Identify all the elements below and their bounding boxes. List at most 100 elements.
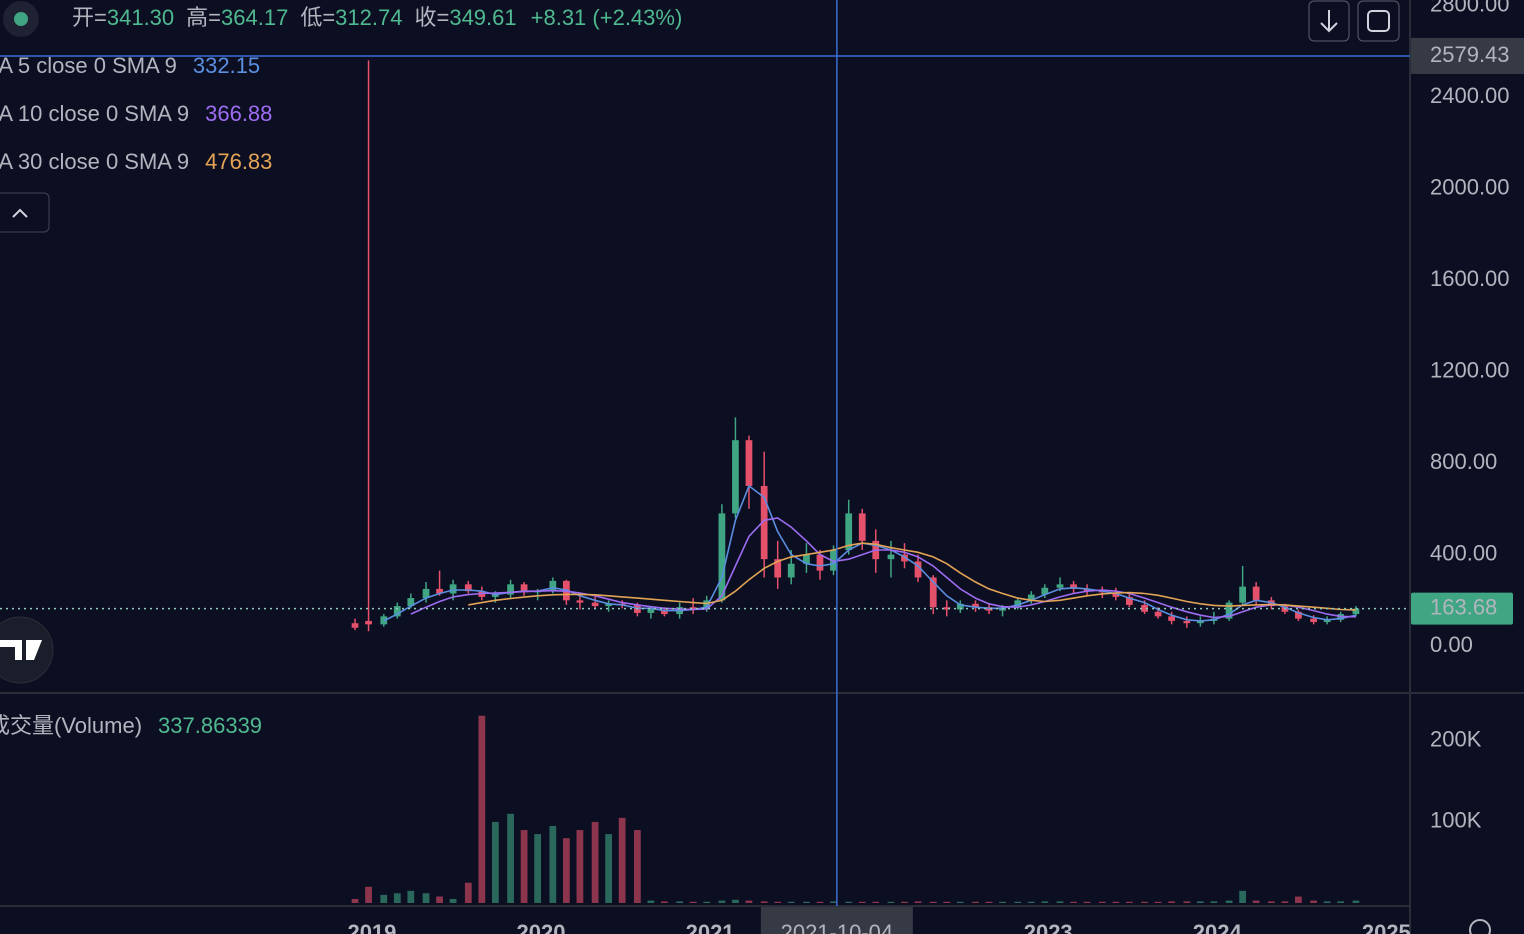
volume-bar bbox=[887, 901, 895, 903]
collapse-icon bbox=[12, 208, 28, 218]
candle-body bbox=[591, 602, 599, 607]
candle-body bbox=[943, 607, 951, 610]
candle-body bbox=[1183, 620, 1191, 624]
candle-body bbox=[1196, 620, 1204, 624]
volume-legend-value: 337.86339 bbox=[158, 713, 262, 738]
volume-bar bbox=[618, 817, 626, 903]
ma-legend-value: 366.88 bbox=[205, 101, 272, 126]
candle-body bbox=[972, 603, 979, 608]
y-tick-label: 2000.00 bbox=[1430, 174, 1510, 199]
volume-bar bbox=[534, 834, 542, 903]
volume-bar bbox=[943, 901, 951, 903]
ma-legend: MA 30 close 0 SMA 9 476.83 bbox=[0, 149, 272, 174]
candle-body bbox=[732, 440, 739, 514]
candle-body bbox=[1310, 618, 1318, 623]
ohlc-value: 364.17 bbox=[221, 5, 288, 30]
volume-bar bbox=[1196, 901, 1204, 903]
volume-bar bbox=[1225, 900, 1233, 903]
y-tick-label: 2800.00 bbox=[1430, 0, 1510, 16]
candle-body bbox=[1041, 587, 1049, 595]
ohlc-value: 341.30 bbox=[107, 5, 174, 30]
volume-bar bbox=[1154, 901, 1162, 903]
volume-bar bbox=[1210, 901, 1218, 903]
volume-bar bbox=[689, 901, 697, 903]
candle-body bbox=[549, 580, 557, 592]
candle-body bbox=[1027, 594, 1035, 601]
volume-bar bbox=[901, 901, 908, 903]
candle-body bbox=[858, 513, 866, 541]
candle-body bbox=[914, 561, 922, 578]
y-tick-label: 1200.00 bbox=[1430, 357, 1510, 382]
candle-body bbox=[1125, 596, 1133, 605]
volume-bar bbox=[872, 901, 880, 903]
volume-bar bbox=[407, 890, 415, 903]
candle-body bbox=[393, 606, 401, 617]
collapse-button[interactable] bbox=[0, 192, 50, 233]
volume-bar bbox=[1239, 890, 1247, 903]
volume-bar bbox=[380, 894, 388, 903]
volume-bar bbox=[816, 901, 824, 903]
volume-bar bbox=[1168, 901, 1175, 903]
candle-body bbox=[605, 603, 613, 607]
y-tick-label: 1600.00 bbox=[1430, 266, 1510, 291]
volume-bar bbox=[914, 901, 922, 903]
x-tick-label: 2021 bbox=[686, 920, 735, 934]
volume-tick-label: 200K bbox=[1430, 727, 1482, 752]
volume-bar bbox=[661, 901, 668, 903]
candle-body bbox=[830, 550, 837, 571]
crosshair-y-label: 2579.43 bbox=[1430, 42, 1510, 67]
candle-body bbox=[1014, 600, 1022, 608]
volume-bar bbox=[745, 900, 753, 903]
x-tick-label: 2020 bbox=[517, 920, 566, 934]
volume-bar bbox=[549, 825, 557, 903]
volume-bar bbox=[633, 830, 641, 903]
volume-bar bbox=[464, 882, 472, 903]
candle-body bbox=[901, 554, 908, 562]
volume-tick-label: 100K bbox=[1430, 808, 1482, 833]
volume-bar bbox=[1083, 901, 1091, 903]
download-icon bbox=[1320, 10, 1338, 33]
candle-body bbox=[365, 620, 372, 625]
candle-body bbox=[1239, 586, 1247, 603]
ma-legend-value: 476.83 bbox=[205, 149, 272, 174]
candle-body bbox=[1323, 619, 1331, 623]
volume-bar bbox=[718, 900, 726, 903]
ma-legend: MA 10 close 0 SMA 9 366.88 bbox=[0, 101, 272, 126]
candle-body bbox=[1141, 604, 1148, 612]
candle-body bbox=[718, 513, 726, 601]
volume-bar bbox=[803, 901, 810, 903]
ohlc-value: 312.74 bbox=[335, 5, 402, 30]
volume-bar bbox=[1310, 900, 1318, 903]
candle-body bbox=[491, 594, 499, 597]
ma-legend-name: MA 10 close 0 SMA 9 bbox=[0, 101, 189, 126]
candle-body bbox=[745, 440, 753, 486]
volume-bar bbox=[858, 901, 866, 903]
volume-bar bbox=[956, 901, 964, 903]
candle-body bbox=[1352, 608, 1360, 615]
volume-bar bbox=[1141, 901, 1148, 903]
candle-body bbox=[576, 600, 584, 603]
volume-bar bbox=[1014, 901, 1022, 903]
fullscreen-button[interactable] bbox=[1357, 0, 1400, 42]
candle-body bbox=[647, 609, 655, 613]
download-button[interactable] bbox=[1308, 0, 1350, 42]
volume-bar bbox=[605, 834, 613, 903]
volume-bar bbox=[999, 901, 1006, 903]
fullscreen-icon bbox=[1367, 10, 1390, 32]
crosshair-y-label-box bbox=[1411, 37, 1524, 74]
volume-bar bbox=[1027, 901, 1035, 903]
settings-icon[interactable] bbox=[1469, 919, 1491, 934]
volume-bar bbox=[351, 898, 359, 903]
volume-bar bbox=[562, 838, 570, 903]
volume-bar bbox=[520, 830, 528, 903]
volume-bar bbox=[1323, 901, 1331, 903]
candle-body bbox=[520, 584, 528, 593]
volume-bar bbox=[985, 901, 993, 903]
volume-bar bbox=[1281, 901, 1289, 903]
ohlc-value: 349.61 bbox=[449, 5, 516, 30]
ma-legend-value: 332.15 bbox=[193, 53, 260, 78]
last-price-label: 163.68 bbox=[1430, 594, 1497, 619]
volume-bar bbox=[1267, 901, 1275, 903]
ohlc-label: 开= bbox=[72, 5, 107, 30]
volume-bar bbox=[365, 886, 372, 903]
